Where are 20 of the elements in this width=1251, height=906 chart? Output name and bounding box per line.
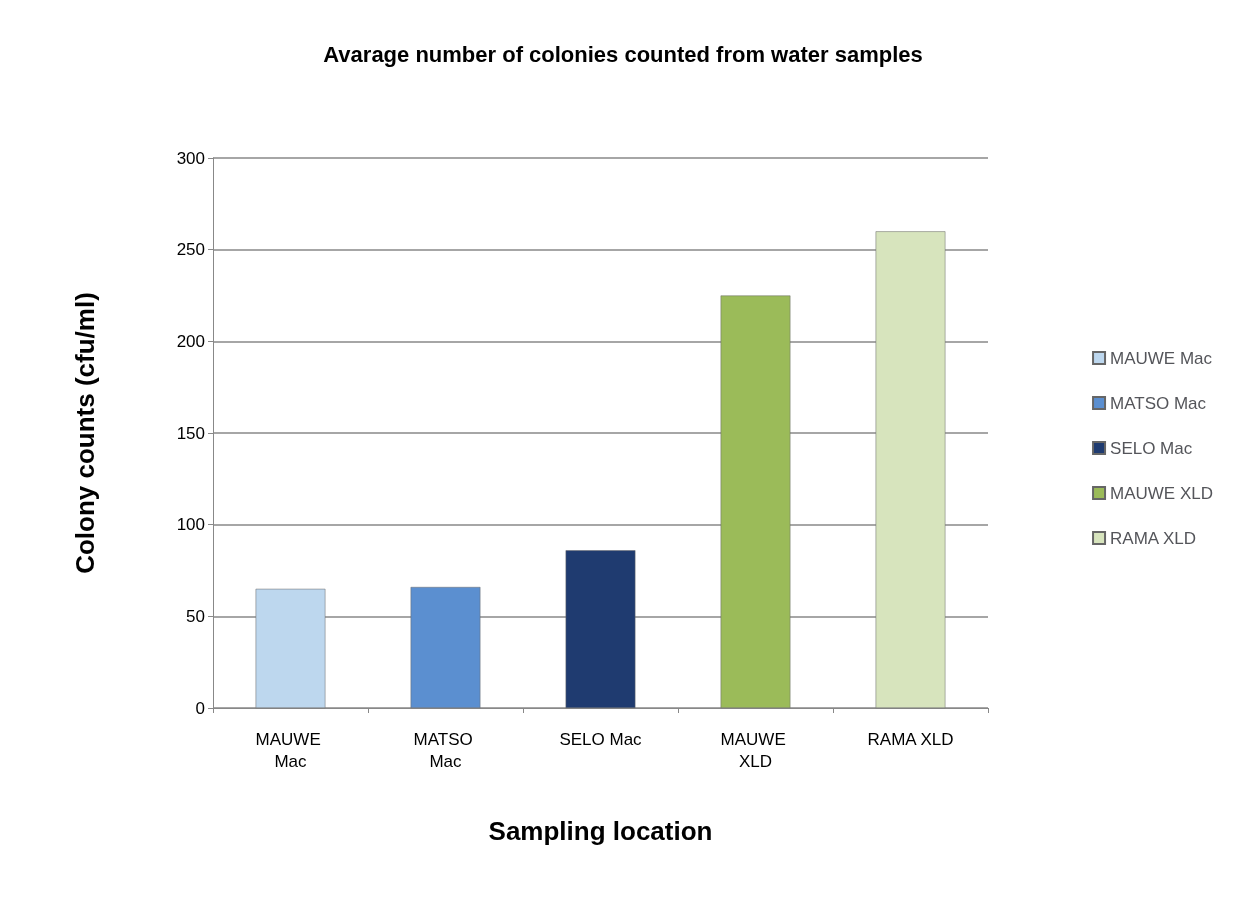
- legend-label: RAMA XLD: [1110, 528, 1197, 548]
- x-tick-label: SELO Mac: [559, 729, 643, 749]
- y-tick-label: 100: [176, 515, 205, 535]
- y-tick-label: 50: [186, 606, 205, 626]
- x-tick-label: MATSO Mac: [413, 729, 478, 771]
- y-tick-label: 200: [176, 331, 205, 351]
- y-tick-label: 300: [176, 148, 205, 168]
- x-axis-title: Sampling location: [488, 816, 713, 846]
- y-axis-title: Colony counts (cfu/ml): [70, 292, 100, 574]
- legend-label: MATSO Mac: [1110, 393, 1207, 413]
- x-tick-label: MAUWE Mac: [255, 729, 326, 771]
- legend-label: MAUWE XLD: [1110, 483, 1214, 503]
- legend-label: SELO Mac: [1110, 438, 1193, 458]
- y-tick-label: 250: [176, 240, 205, 260]
- y-tick-label: 0: [195, 698, 205, 718]
- x-tick-label: MAUWE XLD: [720, 729, 791, 771]
- chart-title: Avarage number of colonies counted from water samples: [323, 41, 923, 67]
- legend-label: MAUWE Mac: [1110, 348, 1213, 368]
- y-tick-label: 150: [176, 423, 205, 443]
- x-tick-label: RAMA XLD: [867, 729, 954, 749]
